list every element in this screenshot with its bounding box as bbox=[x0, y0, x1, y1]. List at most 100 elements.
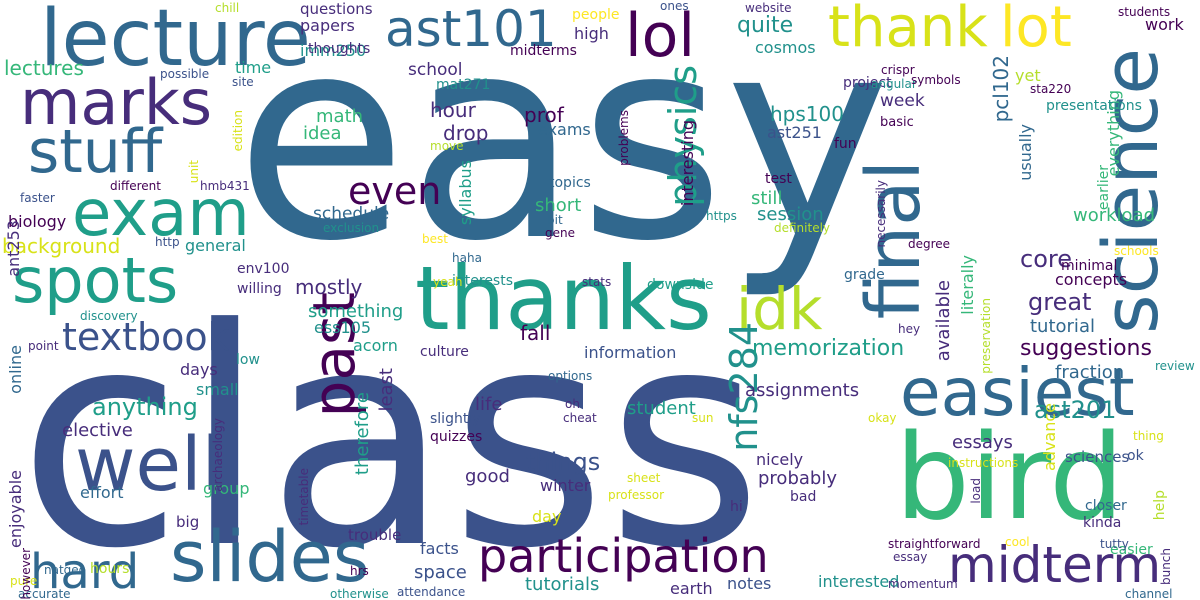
word-advance: advance bbox=[1040, 403, 1059, 472]
word-workload: workload bbox=[1073, 205, 1156, 226]
word-low: low bbox=[236, 352, 260, 368]
word-tutorials: tutorials bbox=[525, 574, 600, 595]
word-interests: interests bbox=[452, 273, 514, 289]
word-concepts: concepts bbox=[1055, 270, 1128, 289]
word-ones: ones bbox=[660, 0, 689, 13]
word-stuff: stuff bbox=[28, 117, 163, 187]
word-unit: unit bbox=[187, 160, 201, 184]
word-thanks: thanks bbox=[415, 247, 712, 350]
word-edition: edition bbox=[231, 110, 245, 152]
word-math: math bbox=[316, 106, 364, 127]
word-enjoyable: enjoyable bbox=[6, 470, 25, 548]
word-grade: grade bbox=[844, 267, 885, 283]
word-still: still bbox=[751, 188, 783, 209]
word-instructions: instructions bbox=[948, 456, 1019, 470]
word-slides: slides bbox=[170, 516, 370, 598]
word-sciences: sciences bbox=[1065, 448, 1130, 466]
word-notes: notes bbox=[727, 574, 772, 593]
word-things: things bbox=[526, 448, 601, 476]
word-students: students bbox=[1118, 5, 1171, 19]
word-online: online bbox=[6, 345, 25, 394]
word-site: site bbox=[232, 75, 254, 89]
word-day: day bbox=[532, 507, 562, 526]
word-bunch: bunch bbox=[1159, 548, 1173, 586]
word-hour: hour bbox=[430, 98, 476, 122]
word-lectures: lectures bbox=[4, 56, 84, 80]
word-midterms: midterms bbox=[510, 43, 577, 59]
word-best: best bbox=[422, 232, 448, 246]
word-lecture: lecture bbox=[40, 0, 311, 84]
word-move: move bbox=[430, 139, 464, 153]
word-review: review bbox=[1155, 359, 1195, 373]
word-momentum: momentum bbox=[888, 577, 958, 591]
word-probably: probably bbox=[758, 468, 837, 489]
word-hmb431: hmb431 bbox=[200, 179, 250, 193]
word-website: website bbox=[745, 1, 792, 15]
word-days: days bbox=[180, 360, 218, 379]
word-bit: bit bbox=[547, 213, 563, 227]
word-gene: gene bbox=[545, 226, 575, 240]
word-hours: hours bbox=[90, 561, 130, 577]
word-timetable: timetable bbox=[297, 468, 311, 526]
word-marks: marks bbox=[20, 66, 213, 139]
word-culture: culture bbox=[420, 344, 469, 360]
word-yet: yet bbox=[1015, 66, 1041, 85]
word-http: http bbox=[155, 235, 180, 249]
word-sun: sun bbox=[692, 411, 714, 425]
word-crispr: crispr bbox=[881, 63, 915, 77]
word-imm250: imm250 bbox=[300, 41, 367, 60]
word-exams: exams bbox=[538, 120, 591, 139]
word-usually: usually bbox=[1016, 124, 1035, 181]
word-exam: exam bbox=[72, 177, 250, 251]
word-attendance: attendance bbox=[397, 585, 466, 599]
word-https: https bbox=[706, 209, 737, 223]
word-short: short bbox=[535, 195, 582, 216]
word-necessarily: necessarily bbox=[874, 180, 888, 248]
word-project: project bbox=[843, 75, 892, 91]
word-hard: hard bbox=[30, 544, 140, 600]
word-otherwise: otherwise bbox=[330, 587, 389, 600]
word-general: general bbox=[185, 236, 246, 255]
word-help: help bbox=[1152, 490, 1168, 521]
word-chill: chill bbox=[215, 1, 240, 15]
word-definitely: definitely bbox=[774, 221, 831, 235]
word-ast101: ast101 bbox=[385, 0, 557, 58]
word-ast251: ast251 bbox=[767, 123, 822, 142]
word-facts: facts bbox=[420, 539, 459, 558]
word-therefore: therefore bbox=[352, 392, 373, 476]
word-ok: ok bbox=[1127, 448, 1144, 464]
word-trouble: trouble bbox=[348, 526, 402, 544]
word-something: something bbox=[308, 301, 404, 322]
word-cheat: cheat bbox=[563, 411, 597, 425]
word-elective: elective bbox=[62, 420, 133, 441]
word-effort: effort bbox=[80, 483, 124, 502]
word-fun: fun bbox=[834, 136, 857, 152]
word-idk: idk bbox=[736, 275, 823, 343]
word-tutty: tutty bbox=[1100, 537, 1129, 551]
word-mat271: mat271 bbox=[436, 77, 491, 93]
word-suggestions: suggestions bbox=[1020, 336, 1152, 361]
word-sheet: sheet bbox=[627, 471, 661, 485]
word-symbols: symbols bbox=[911, 73, 961, 87]
word-downside: downside bbox=[647, 277, 714, 293]
word-small: small bbox=[196, 380, 239, 399]
word-group: group bbox=[203, 479, 250, 498]
word-options: options bbox=[548, 369, 593, 383]
word-biology: biology bbox=[8, 212, 67, 231]
word-thing: thing bbox=[1133, 429, 1164, 443]
word-schedule: schedule bbox=[313, 204, 390, 224]
word-essay: essay bbox=[893, 550, 928, 564]
word-possible: possible bbox=[160, 67, 210, 81]
word-literally: literally bbox=[958, 255, 977, 315]
word-information: information bbox=[584, 343, 677, 362]
word-hey: hey bbox=[898, 322, 921, 336]
word-cool: cool bbox=[1005, 535, 1030, 549]
word-test: test bbox=[765, 171, 792, 187]
word-hi: hi bbox=[730, 499, 743, 515]
word-session: session bbox=[757, 204, 824, 225]
word-fraction: fraction bbox=[1055, 362, 1125, 383]
word-okay: okay bbox=[868, 411, 897, 425]
word-different: different bbox=[110, 179, 161, 193]
word-thank: thank bbox=[828, 0, 988, 60]
